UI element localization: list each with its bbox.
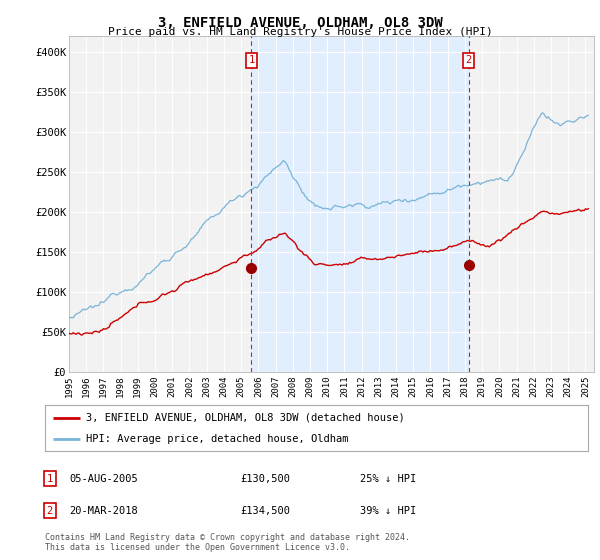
Text: 3, ENFIELD AVENUE, OLDHAM, OL8 3DW (detached house): 3, ENFIELD AVENUE, OLDHAM, OL8 3DW (deta… bbox=[86, 413, 404, 423]
Text: £130,500: £130,500 bbox=[240, 474, 290, 484]
Bar bbox=[251, 36, 469, 372]
Text: 05-AUG-2005: 05-AUG-2005 bbox=[69, 474, 138, 484]
Text: This data is licensed under the Open Government Licence v3.0.: This data is licensed under the Open Gov… bbox=[45, 543, 350, 552]
Text: 25% ↓ HPI: 25% ↓ HPI bbox=[360, 474, 416, 484]
Text: HPI: Average price, detached house, Oldham: HPI: Average price, detached house, Oldh… bbox=[86, 435, 348, 444]
Text: 1: 1 bbox=[248, 55, 254, 66]
Text: 3, ENFIELD AVENUE, OLDHAM, OL8 3DW: 3, ENFIELD AVENUE, OLDHAM, OL8 3DW bbox=[158, 16, 442, 30]
Text: Price paid vs. HM Land Registry's House Price Index (HPI): Price paid vs. HM Land Registry's House … bbox=[107, 27, 493, 37]
Text: 2: 2 bbox=[466, 55, 472, 66]
Text: 2: 2 bbox=[47, 506, 53, 516]
Text: £134,500: £134,500 bbox=[240, 506, 290, 516]
Text: 39% ↓ HPI: 39% ↓ HPI bbox=[360, 506, 416, 516]
Text: 1: 1 bbox=[47, 474, 53, 484]
Text: Contains HM Land Registry data © Crown copyright and database right 2024.: Contains HM Land Registry data © Crown c… bbox=[45, 533, 410, 542]
Text: 20-MAR-2018: 20-MAR-2018 bbox=[69, 506, 138, 516]
